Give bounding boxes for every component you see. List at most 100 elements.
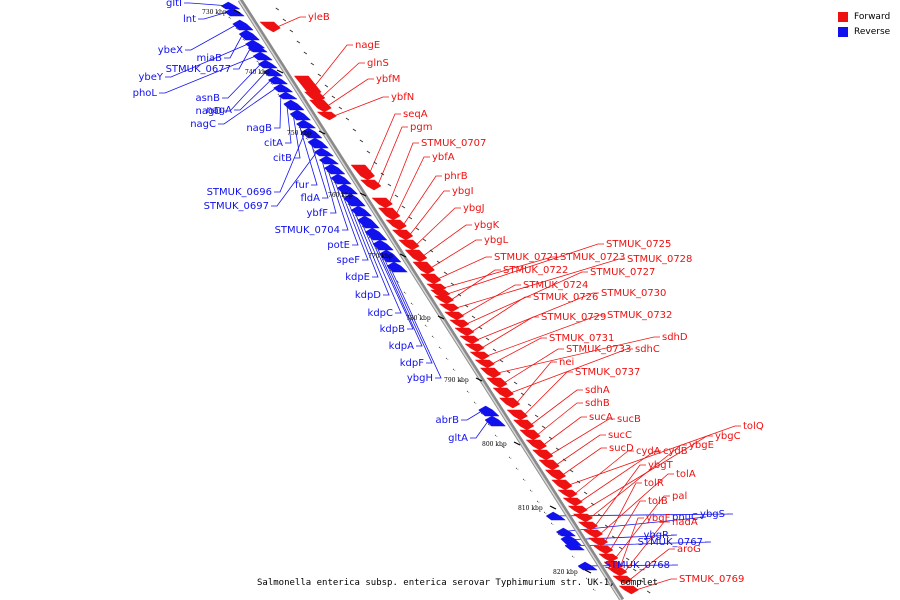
leader-line-fwd-34 bbox=[549, 418, 615, 456]
gene-arrow-fwd-26 bbox=[479, 367, 502, 379]
leader-line-fwd-27 bbox=[503, 348, 564, 384]
leader-line-fwd-36 bbox=[562, 447, 607, 476]
minor-tick bbox=[548, 436, 553, 440]
minor-tick bbox=[506, 370, 511, 374]
leader-line-rev-18 bbox=[321, 159, 337, 214]
leader-line-rev-17 bbox=[271, 151, 318, 207]
minor-tick bbox=[541, 425, 546, 429]
gene-label-fwd-27: STMUK_0733 bbox=[566, 344, 631, 355]
leader-line-fwd-23 bbox=[481, 316, 539, 349]
minor-tick bbox=[408, 216, 413, 220]
major-tick bbox=[584, 569, 592, 574]
gene-arrow-rev-3 bbox=[238, 29, 261, 41]
gene-arrow-fwd-18 bbox=[438, 303, 460, 313]
minor-tick bbox=[249, 49, 253, 52]
leader-line-rev-19 bbox=[327, 168, 349, 231]
scale-ticks: 730 kbp 740 kbp 750 kbp 760 kbp 770 kbp 780 k… bbox=[202, 5, 651, 594]
gene-label-fwd-25: STMUK_0731 bbox=[549, 333, 614, 344]
leader-line-fwd-47 bbox=[620, 517, 644, 567]
gene-label-fwd-45: tolB bbox=[648, 496, 668, 507]
gene-arrow-fwd-12 bbox=[404, 249, 428, 263]
gene-arrow-fwd-35 bbox=[538, 459, 560, 471]
gene-arrow-rev-20 bbox=[330, 173, 352, 185]
leader-line-rev-5 bbox=[233, 47, 251, 70]
minor-tick bbox=[522, 478, 526, 481]
major-tick bbox=[276, 69, 284, 74]
leader-line-fwd-50 bbox=[635, 578, 677, 591]
gene-label-fwd-47: ybgF bbox=[646, 513, 671, 524]
gene-arrow-rev-0 bbox=[220, 1, 241, 10]
legend-forward-label: Forward bbox=[854, 11, 891, 22]
minor-tick bbox=[494, 434, 498, 437]
leader-line-rev-12 bbox=[285, 104, 292, 144]
gene-label-rev-4: ybeY bbox=[138, 72, 163, 83]
gene-label-fwd-48: nadA bbox=[672, 517, 698, 528]
leader-line-fwd-19 bbox=[461, 284, 521, 317]
minor-tick bbox=[221, 5, 225, 8]
gene-arrow-fwd-30 bbox=[506, 409, 528, 421]
minor-tick bbox=[289, 29, 294, 33]
minor-tick bbox=[438, 346, 442, 349]
leader-line-fwd-6 bbox=[377, 126, 408, 186]
gene-arrow-rev-34 bbox=[545, 511, 566, 521]
leader-line-rev-32 bbox=[567, 541, 712, 547]
leader-line-fwd-21 bbox=[471, 296, 531, 333]
minor-tick bbox=[424, 324, 428, 327]
legend-reverse-label: Reverse bbox=[854, 26, 891, 37]
minor-tick bbox=[590, 502, 595, 506]
gene-arrow-rev-24 bbox=[357, 215, 380, 229]
minor-tick bbox=[639, 579, 644, 583]
tick-label: 750 kbp bbox=[287, 130, 312, 137]
minor-tick bbox=[291, 115, 295, 118]
leader-line-fwd-43 bbox=[599, 473, 674, 535]
gene-label-rev-14: fur bbox=[295, 180, 310, 191]
leader-line-fwd-33 bbox=[543, 416, 587, 446]
gene-label-rev-9: nagA bbox=[206, 105, 232, 116]
gene-arrow-rev-32 bbox=[564, 541, 586, 551]
major-tick bbox=[549, 505, 557, 510]
minor-tick bbox=[312, 148, 316, 151]
gene-arrow-fwd-4 bbox=[316, 111, 337, 121]
minor-tick bbox=[550, 522, 554, 525]
tick-label: 740 kbp bbox=[245, 69, 270, 76]
leader-line-rev-27 bbox=[382, 255, 433, 364]
minor-tick bbox=[319, 159, 323, 162]
gene-arrow-rev-1 bbox=[224, 7, 245, 17]
gene-label-rev-29: abrB bbox=[436, 415, 460, 426]
gene-label-fwd-16: STMUK_0725 bbox=[606, 239, 671, 250]
gene-label-fwd-13: ybgL bbox=[484, 235, 509, 246]
minor-tick bbox=[331, 95, 336, 99]
leader-line-rev-28 bbox=[389, 266, 442, 379]
leader-line-fwd-30 bbox=[524, 371, 573, 416]
minor-tick bbox=[270, 82, 274, 85]
leader-line-fwd-42 bbox=[594, 464, 646, 527]
minor-tick bbox=[361, 225, 365, 228]
minor-tick bbox=[345, 117, 350, 121]
tick-label: 760 kbp bbox=[328, 192, 353, 199]
leader-line-rev-20 bbox=[333, 178, 359, 246]
minor-tick bbox=[403, 291, 407, 294]
gene-label-fwd-22: STMUK_0730 bbox=[601, 288, 666, 299]
map-caption: Salmonella enterica subsp. enterica sero… bbox=[257, 578, 657, 588]
leader-line-rev-4 bbox=[165, 43, 249, 78]
leader-line-fwd-24 bbox=[486, 314, 605, 357]
leader-line-fwd-41 bbox=[589, 444, 687, 519]
gene-arrow-rev-28 bbox=[386, 261, 408, 273]
leader-line-rev-30 bbox=[470, 420, 489, 439]
minor-tick bbox=[457, 293, 462, 297]
gene-label-rev-22: kdpE bbox=[345, 272, 370, 283]
gene-label-rev-23: kdpD bbox=[355, 290, 381, 301]
minor-tick bbox=[466, 390, 470, 393]
tick-label: 770 kbp bbox=[368, 253, 393, 260]
minor-tick bbox=[592, 588, 596, 591]
gene-arrow-fwd-37 bbox=[551, 479, 573, 491]
minor-tick bbox=[303, 51, 308, 55]
leader-line-fwd-26 bbox=[497, 336, 660, 374]
minor-tick bbox=[375, 247, 379, 250]
gene-arrow-fwd-21 bbox=[454, 327, 475, 337]
gene-arrow-fwd-10 bbox=[391, 229, 414, 241]
gene-label-fwd-39: cydB bbox=[663, 446, 688, 457]
gene-arrow-fwd-41 bbox=[572, 513, 593, 523]
major-tick bbox=[399, 253, 407, 258]
minor-tick bbox=[340, 192, 344, 195]
